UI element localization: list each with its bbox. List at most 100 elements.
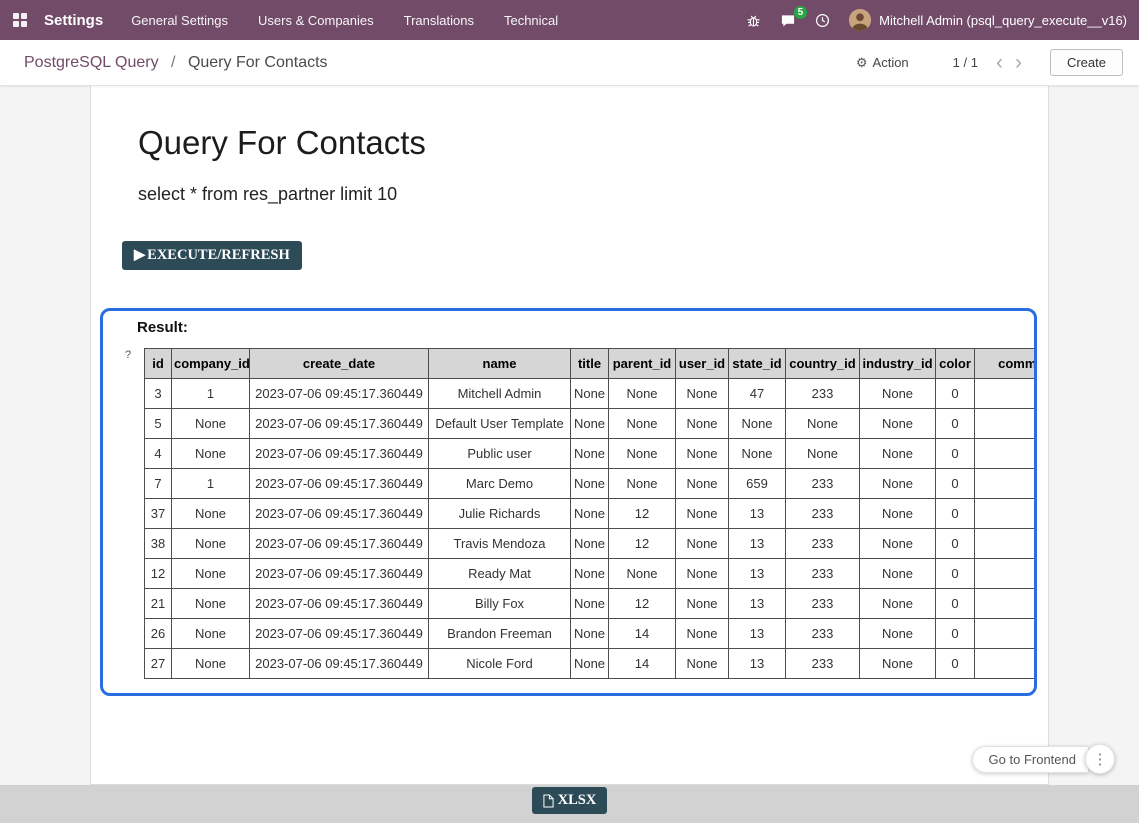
table-row: 37 None 2023-07-06 09:45:17.360449 Julie Ri… <box>144 498 1034 529</box>
cell-title: None <box>570 648 609 679</box>
cell-industry_id: None <box>859 558 936 589</box>
cell-name: Nicole Ford <box>428 648 571 679</box>
cell-company_id: None <box>171 408 250 439</box>
cell-user_id: None <box>675 498 729 529</box>
cell-create_date: 2023-07-06 09:45:17.360449 <box>249 468 429 499</box>
cell-create_date: 2023-07-06 09:45:17.360449 <box>249 618 429 649</box>
action-label: Action <box>872 55 909 70</box>
cell-country_id: 233 <box>785 378 860 409</box>
column-header-parent_id: parent_id <box>608 348 676 379</box>
cell-country_id: None <box>785 408 860 439</box>
sql-query-text: select * from res_partner limit 10 <box>138 184 398 204</box>
action-menu-button[interactable]: ⚙ Action <box>850 54 915 72</box>
user-avatar <box>849 9 872 31</box>
cell-id: 3 <box>144 378 172 409</box>
column-header-title: title <box>570 348 609 379</box>
column-header-color: color <box>935 348 975 379</box>
messages-icon[interactable]: 5 <box>780 5 808 28</box>
frontend-switcher: Go to Frontend ⋮ <box>971 744 1115 774</box>
cell-country_id: 233 <box>785 528 860 559</box>
pager-previous-button[interactable]: ‹ <box>990 52 1009 73</box>
debug-bug-icon[interactable] <box>746 13 761 28</box>
column-header-comment: comment <box>974 348 1034 379</box>
cell-id: 26 <box>144 618 172 649</box>
column-header-id: id <box>144 348 172 379</box>
cell-country_id: None <box>785 438 860 469</box>
cell-state_id: 47 <box>728 378 786 409</box>
cell-country_id: 233 <box>785 648 860 679</box>
cell-color: 0 <box>935 558 975 589</box>
cell-parent_id: None <box>608 378 676 409</box>
cell-user_id: None <box>675 438 729 469</box>
column-header-name: name <box>428 348 571 379</box>
cell-parent_id: 14 <box>608 618 676 649</box>
kebab-menu-button[interactable]: ⋮ <box>1085 744 1115 774</box>
breadcrumb-parent[interactable]: PostgreSQL Query <box>24 53 159 71</box>
menu-translations[interactable]: Translations <box>403 12 474 28</box>
cell-title: None <box>570 378 609 409</box>
cell-comment <box>974 588 1034 619</box>
user-name: Mitchell Admin (psql_query_execute__v16) <box>879 12 1127 28</box>
create-button[interactable]: Create <box>1049 49 1123 76</box>
cell-id: 12 <box>144 558 172 589</box>
cell-name: Default User Template <box>428 408 571 439</box>
cell-state_id: 13 <box>728 648 786 679</box>
help-mark: ? <box>125 349 132 361</box>
navbar-right: 5 Mitchell Admin (psql_query_execute__v1… <box>746 5 1127 31</box>
cell-id: 4 <box>144 438 172 469</box>
menu-general-settings[interactable]: General Settings <box>131 12 229 28</box>
cell-create_date: 2023-07-06 09:45:17.360449 <box>249 528 429 559</box>
cell-title: None <box>570 588 609 619</box>
menu-technical[interactable]: Technical <box>503 12 559 28</box>
cell-comment <box>974 468 1034 499</box>
cell-title: None <box>570 498 609 529</box>
play-icon: ▶ <box>134 247 146 263</box>
cell-company_id: 1 <box>171 468 250 499</box>
app-name[interactable]: Settings <box>44 11 104 29</box>
cell-company_id: None <box>171 588 250 619</box>
cell-create_date: 2023-07-06 09:45:17.360449 <box>249 588 429 619</box>
column-header-country_id: country_id <box>785 348 860 379</box>
cell-industry_id: None <box>859 468 936 499</box>
file-icon <box>543 794 554 807</box>
page-title: Query For Contacts <box>138 124 426 161</box>
cell-id: 27 <box>144 648 172 679</box>
form-background: Query For Contacts select * from res_par… <box>0 86 1139 785</box>
user-menu[interactable]: Mitchell Admin (psql_query_execute__v16) <box>849 9 1127 31</box>
cell-color: 0 <box>935 468 975 499</box>
column-header-create_date: create_date <box>249 348 429 379</box>
cell-color: 0 <box>935 648 975 679</box>
cell-name: Julie Richards <box>428 498 571 529</box>
cell-color: 0 <box>935 528 975 559</box>
menu-users-companies[interactable]: Users & Companies <box>258 12 374 28</box>
xlsx-export-button[interactable]: XLSX <box>531 787 608 814</box>
table-row: 38 None 2023-07-06 09:45:17.360449 Travis M… <box>144 528 1034 559</box>
content-area: Query For Contacts select * from res_par… <box>0 86 1139 823</box>
breadcrumb: PostgreSQL Query / Query For Contacts <box>24 54 328 72</box>
bottom-strip: XLSX <box>0 785 1139 823</box>
result-box: Result: ? id company_id create_date name tit… <box>100 308 1037 696</box>
cell-user_id: None <box>675 648 729 679</box>
table-row: 21 None 2023-07-06 09:45:17.360449 Billy Fo… <box>144 588 1034 619</box>
cell-company_id: None <box>171 618 250 649</box>
cell-user_id: None <box>675 618 729 649</box>
cell-name: Billy Fox <box>428 588 571 619</box>
cell-industry_id: None <box>859 588 936 619</box>
cell-name: Travis Mendoza <box>428 528 571 559</box>
go-to-frontend-button[interactable]: Go to Frontend <box>971 745 1088 773</box>
pager-next-button[interactable]: › <box>1009 52 1028 73</box>
header-row: id company_id create_date name title parent_i… <box>144 348 1034 379</box>
cell-comment <box>974 558 1034 589</box>
activities-clock-icon[interactable] <box>815 13 830 28</box>
cell-create_date: 2023-07-06 09:45:17.360449 <box>249 438 429 469</box>
cell-id: 7 <box>144 468 172 499</box>
execute-refresh-button[interactable]: ▶ EXECUTE/REFRESH <box>122 241 302 270</box>
result-table: id company_id create_date name title parent_i… <box>144 348 1034 679</box>
cell-user_id: None <box>675 528 729 559</box>
apps-menu-button[interactable] <box>0 0 40 40</box>
cell-industry_id: None <box>859 528 936 559</box>
cell-comment <box>974 528 1034 559</box>
cell-name: Brandon Freeman <box>428 618 571 649</box>
cell-industry_id: None <box>859 618 936 649</box>
breadcrumb-separator: / <box>171 53 176 71</box>
